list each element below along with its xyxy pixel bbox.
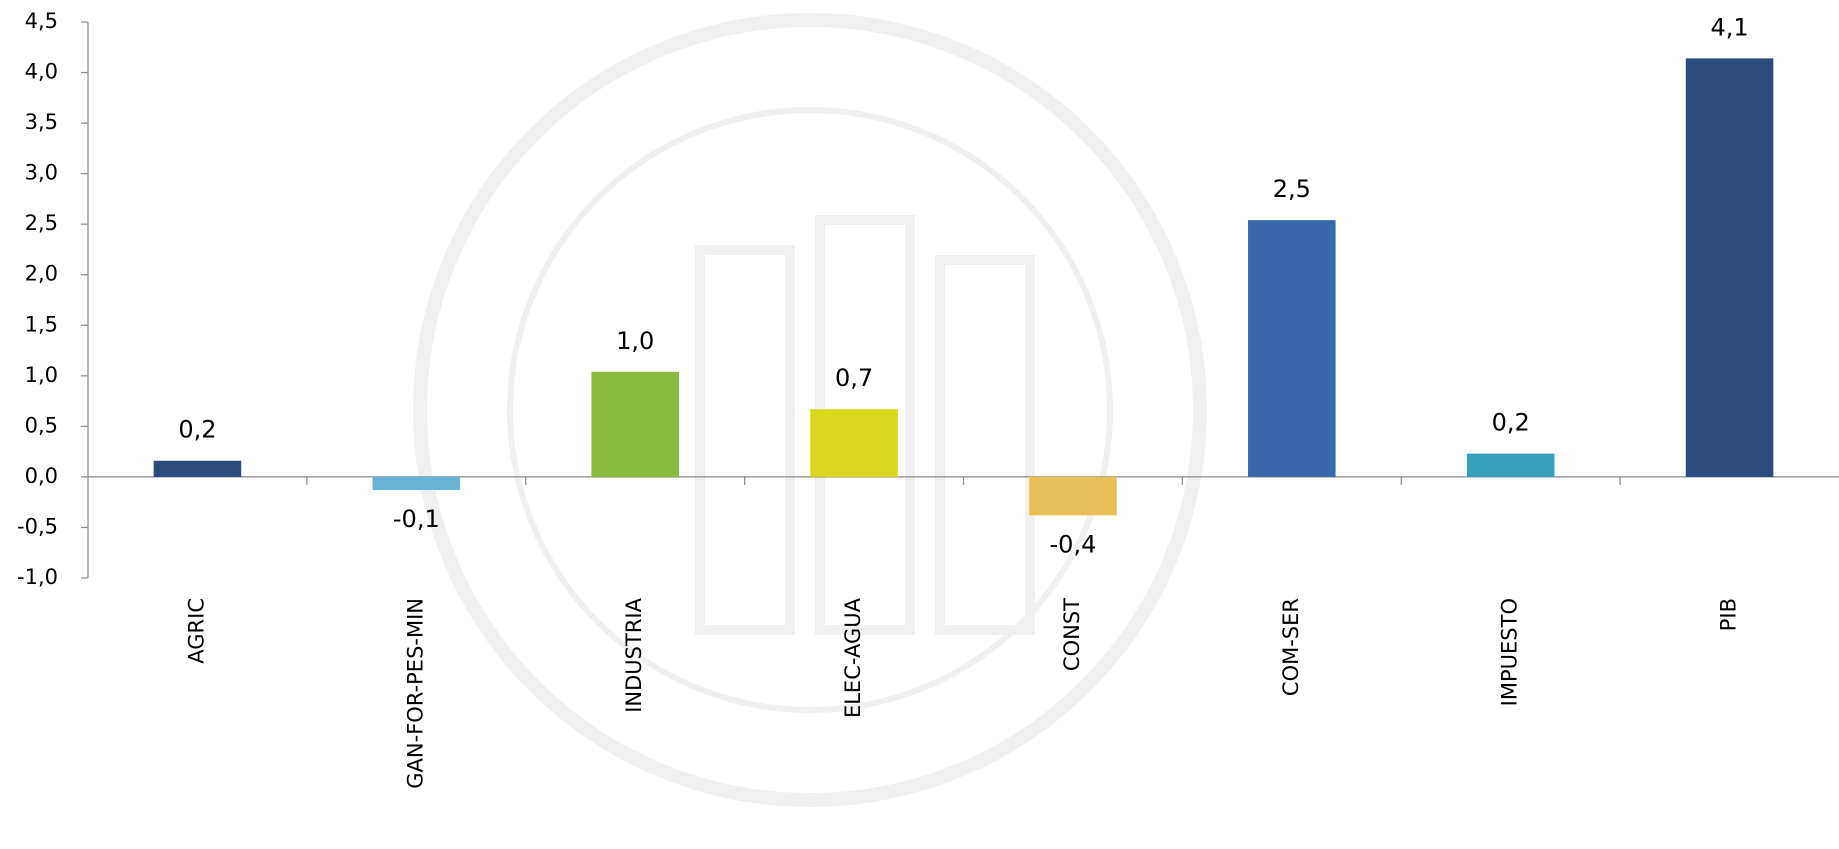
bar <box>372 476 461 491</box>
watermark <box>413 13 1207 807</box>
x-tick-label: COM-SER <box>1279 598 1303 696</box>
x-tick-label: PIB <box>1717 598 1741 631</box>
y-tick-label: 0,0 <box>25 464 58 488</box>
data-label: -0,4 <box>1050 530 1097 558</box>
y-tick-label: 1,0 <box>25 363 58 387</box>
y-tick-label: 0,5 <box>25 413 58 437</box>
data-label: 0,7 <box>835 364 873 392</box>
data-label: 0,2 <box>1492 409 1530 437</box>
bar <box>1029 476 1117 516</box>
bar <box>1685 58 1774 477</box>
data-label: 4,1 <box>1710 13 1748 41</box>
x-tick-label: CONST <box>1060 598 1084 671</box>
bar <box>591 371 679 477</box>
data-label: 0,2 <box>178 416 216 444</box>
bar <box>810 409 898 477</box>
y-tick-label: 1,5 <box>25 312 58 336</box>
bar <box>1248 220 1336 477</box>
y-tick-label: -1,0 <box>17 565 58 589</box>
bar <box>153 460 242 477</box>
bar <box>1466 453 1555 477</box>
y-tick-label: 3,0 <box>25 161 58 185</box>
data-label: -0,1 <box>393 505 440 533</box>
y-tick-label: 2,5 <box>25 211 58 235</box>
x-tick-label: ELEC-AGUA <box>841 597 865 718</box>
y-tick-label: 4,0 <box>25 60 58 84</box>
x-tick-label: AGRIC <box>184 598 208 664</box>
x-tick-label: GAN-FOR-PES-MIN <box>403 598 427 789</box>
y-tick-label: 3,5 <box>25 110 58 134</box>
data-label: 1,0 <box>616 327 654 355</box>
y-tick-label: 2,0 <box>25 262 58 286</box>
x-tick-label: IMPUESTO <box>1498 598 1522 706</box>
x-tick-label: INDUSTRIA <box>622 597 646 712</box>
y-tick-label: 4,5 <box>25 9 58 33</box>
y-tick-label: -0,5 <box>17 514 58 538</box>
data-label: 2,5 <box>1273 175 1311 203</box>
